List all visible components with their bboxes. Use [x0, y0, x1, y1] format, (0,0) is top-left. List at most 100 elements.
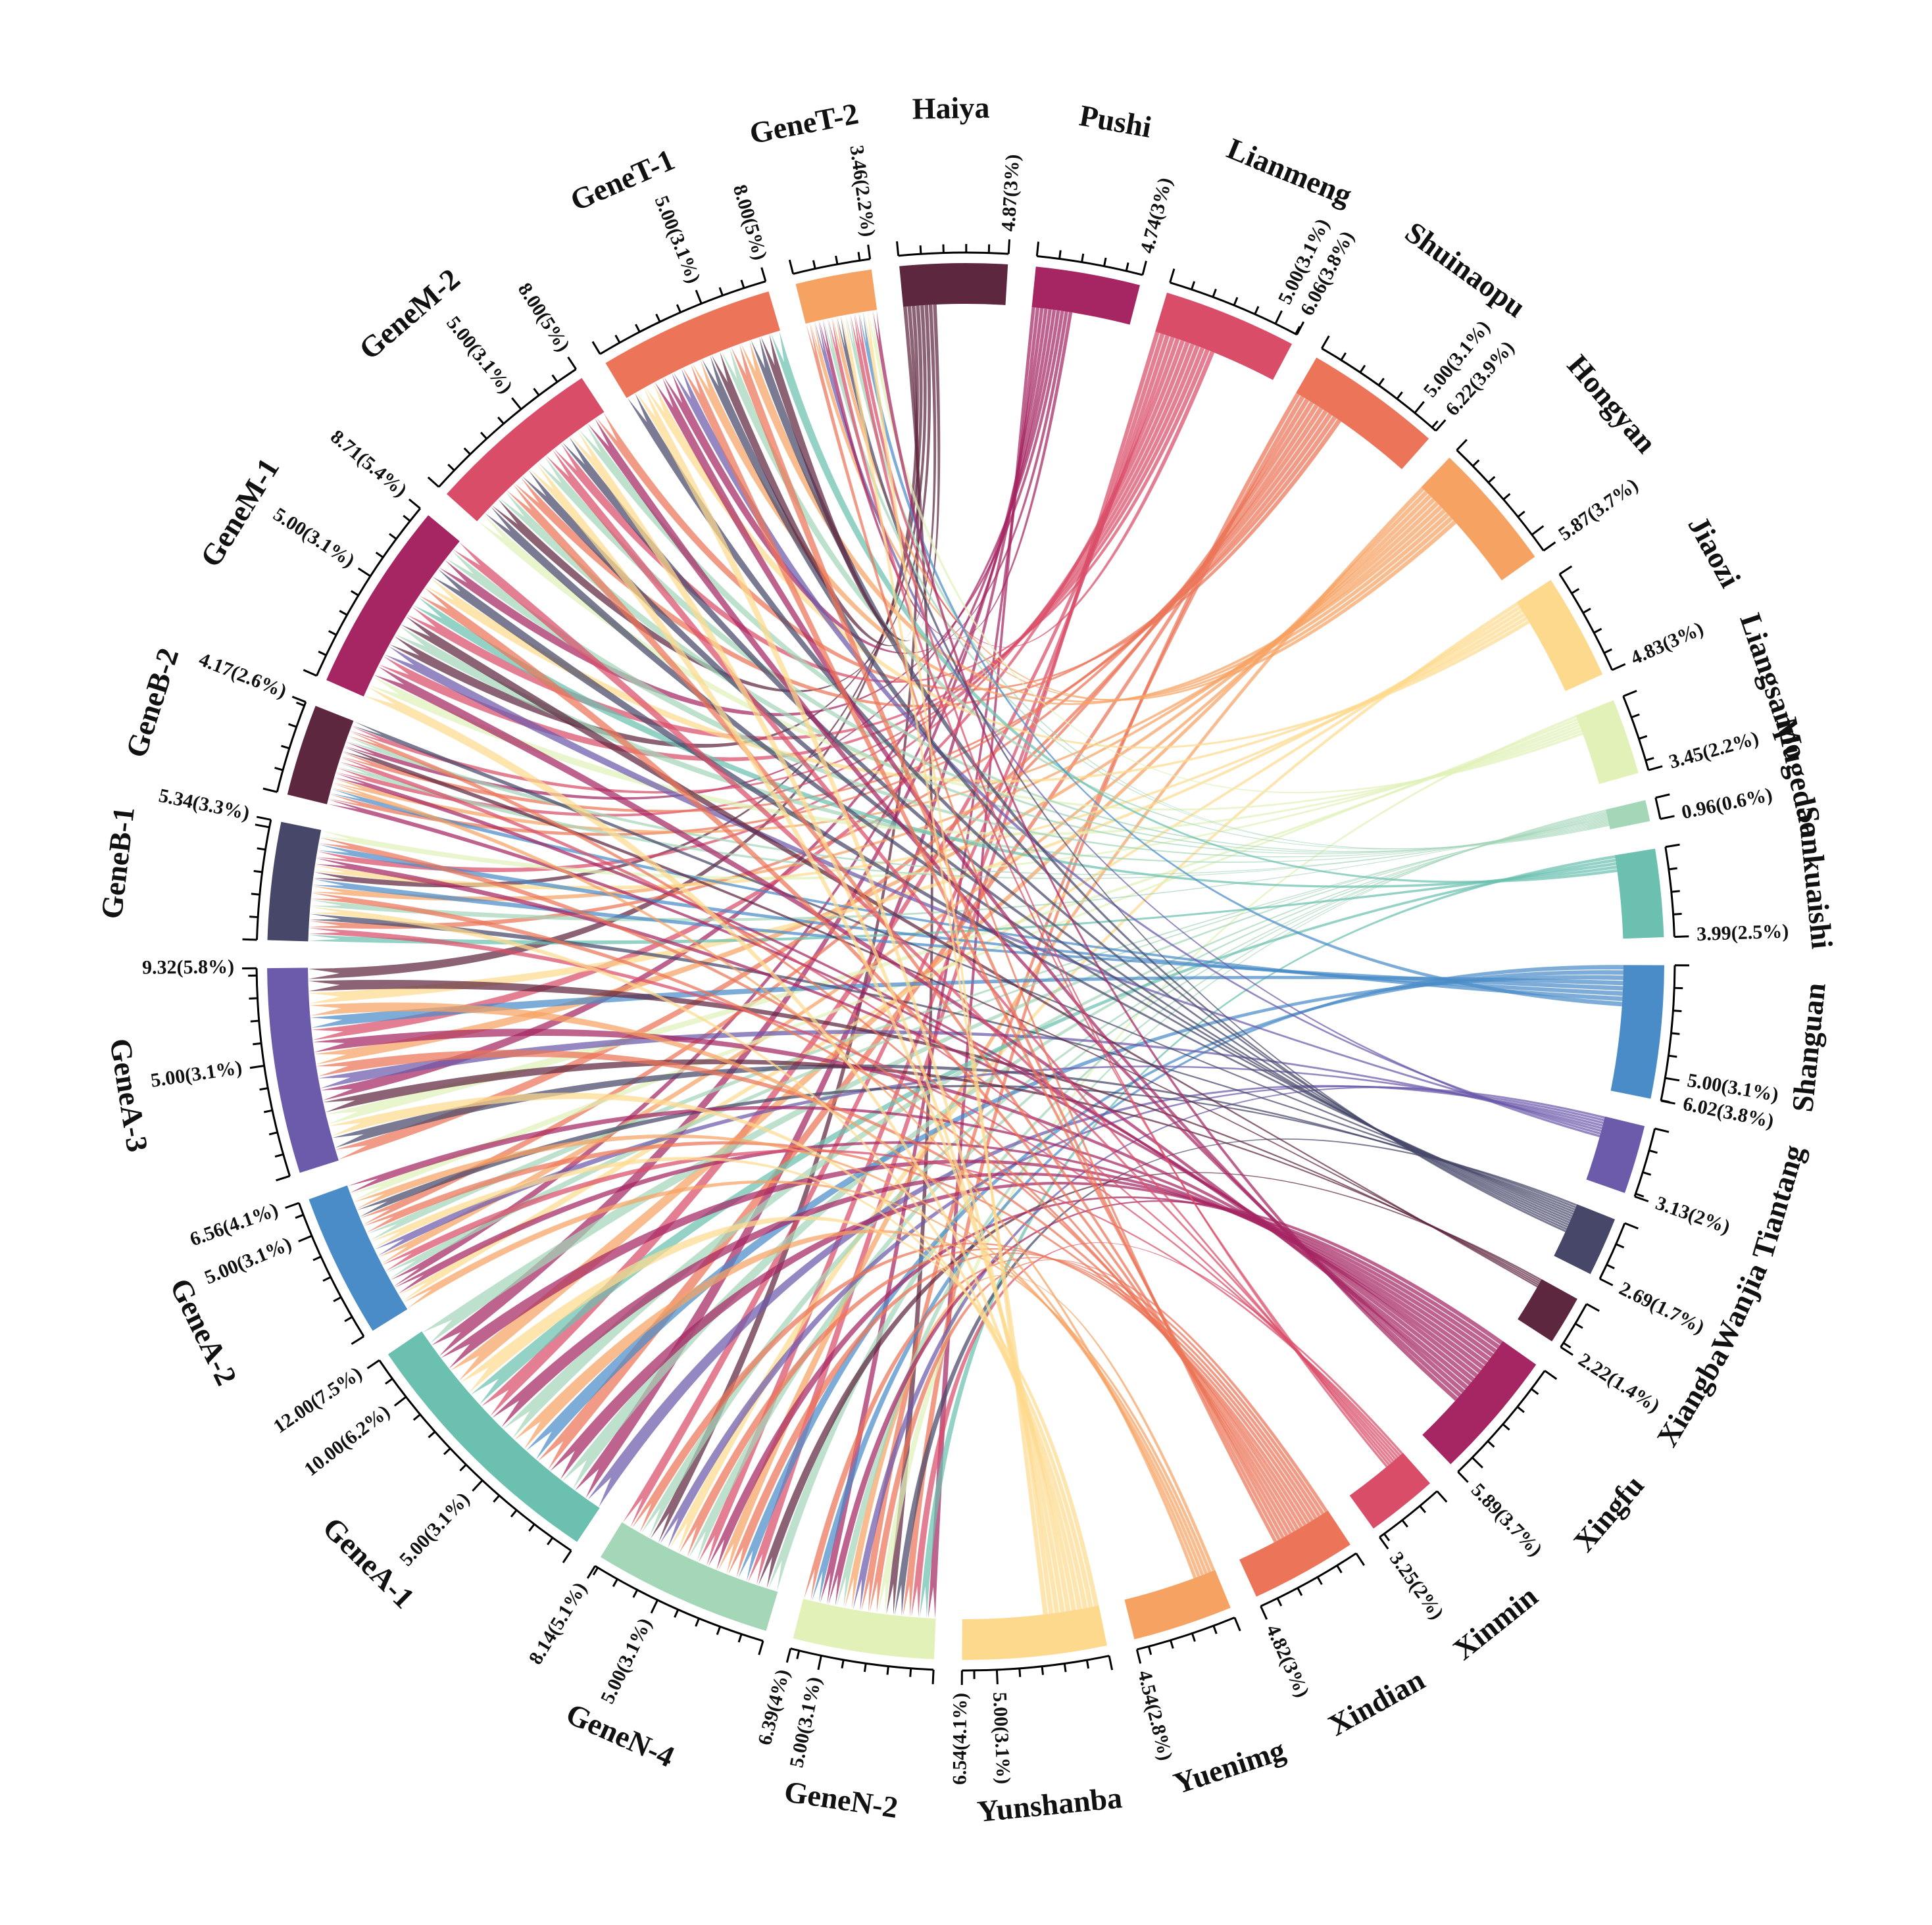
tick-mark — [760, 267, 767, 282]
tick-label-geneb-1: 5.34(3.3%) — [157, 785, 252, 824]
tick-mark — [635, 324, 641, 333]
tick-mark — [886, 1666, 889, 1675]
segment-label-jiaozi: Jiaozi — [1682, 510, 1748, 593]
tick-mark — [567, 356, 577, 370]
chord-ring — [242, 239, 1689, 1685]
tick-mark — [1645, 757, 1654, 762]
ring-segment-pushi — [1031, 266, 1140, 325]
tick-mark — [1673, 913, 1682, 915]
tick-mark — [385, 1378, 393, 1385]
tick-mark — [1634, 1195, 1649, 1203]
tick-mark — [796, 1650, 801, 1659]
tick-mark — [1085, 1659, 1090, 1669]
tick-label-genea-3: 5.00(3.1%) — [149, 1057, 243, 1092]
ribbon-genem-1-mugedao — [445, 550, 1608, 858]
tick-label-genen-4: 5.00(3.1%) — [597, 1615, 656, 1707]
tick-mark — [1191, 281, 1196, 290]
tick-mark — [1135, 1649, 1142, 1664]
ring-segment-genea-3 — [267, 967, 339, 1173]
tick-mark — [427, 476, 440, 488]
ring-segment-genen-4 — [601, 1522, 778, 1631]
tick-label-genem-1: 8.71(5.4%) — [326, 426, 411, 501]
tick-mark — [1586, 1303, 1600, 1312]
tick-mark — [896, 241, 900, 256]
tick-mark — [459, 1463, 467, 1472]
ring-segment-genet-1 — [605, 291, 780, 399]
segment-label-shanguan: Shanguan — [1785, 981, 1832, 1113]
tick-mark — [1516, 1405, 1525, 1413]
tick-mark — [296, 701, 305, 707]
tick-mark — [1543, 541, 1556, 552]
segment-label-genea-3: GeneA-3 — [103, 1036, 155, 1154]
tick-mark — [1233, 297, 1239, 306]
tick-mark — [328, 630, 337, 636]
tick-label-genen-4: 8.14(5.1%) — [524, 1578, 591, 1669]
tick-label-genen-2: 5.00(3.1%) — [785, 1675, 826, 1770]
tick-mark — [259, 1087, 268, 1091]
tick-mark — [253, 1042, 262, 1046]
ring-segment-tiantang — [1586, 1116, 1645, 1194]
ring-segment-genen-2 — [793, 1599, 936, 1659]
ribbon-genet-2-mugedao — [845, 314, 1610, 850]
tick-label-genem-2: 8.00(5%) — [514, 279, 574, 355]
tick-mark — [274, 1153, 284, 1158]
tick-mark — [1648, 1149, 1658, 1154]
tick-mark — [1671, 1032, 1680, 1035]
tick-mark — [674, 1609, 680, 1618]
ring-segment-xindian — [1239, 1510, 1350, 1597]
tick-mark — [1063, 1663, 1067, 1672]
tick-mark — [551, 374, 558, 383]
tick-mark — [443, 1448, 451, 1455]
tick-mark — [528, 1523, 535, 1532]
ribbon-genet-1-xindian — [682, 364, 1285, 1539]
tick-mark — [256, 816, 272, 821]
tick-mark — [785, 1648, 792, 1663]
tick-mark — [1487, 475, 1496, 483]
ring-segment-haiya — [899, 263, 1008, 307]
scale-line-genea-1 — [378, 1359, 572, 1551]
scale-line-genen-2 — [790, 1647, 934, 1671]
scale-line-genem-2 — [437, 368, 577, 488]
tick-mark — [1081, 253, 1085, 262]
scale-line-shanguan — [1660, 965, 1676, 1102]
tick-mark — [718, 287, 724, 296]
tick-mark — [249, 997, 258, 1000]
tick-mark — [1531, 525, 1545, 536]
scale-line-xingfu — [1457, 1370, 1546, 1473]
tick-label-geneb-2: 4.17(2.6%) — [196, 648, 289, 702]
tick-mark — [1007, 239, 1011, 255]
tick-mark — [1562, 1342, 1572, 1349]
tick-mark — [1638, 735, 1648, 740]
tick-mark — [298, 1234, 312, 1243]
tick-mark — [511, 397, 522, 410]
tick-mark — [867, 244, 872, 260]
tick-mark — [1502, 1423, 1510, 1431]
scale-line-liangsanpo — [1622, 696, 1650, 771]
tick-mark — [1648, 765, 1663, 771]
scale-line-jiaozi — [1558, 573, 1614, 671]
tick-mark — [351, 1335, 364, 1345]
tick-mark — [276, 1175, 290, 1182]
scale-line-genea-3 — [255, 968, 291, 1177]
segment-label-xinmin: Xinmin — [1447, 1579, 1544, 1666]
ribbon-genet-2-hongyan — [810, 321, 1453, 700]
tick-label-genen-2: 6.39(4%) — [754, 1667, 794, 1747]
tick-mark — [262, 787, 278, 793]
ring-segment-xinmin — [1349, 1453, 1430, 1529]
tick-mark — [1603, 648, 1612, 654]
tick-mark — [428, 1430, 436, 1438]
tick-mark — [1419, 1505, 1427, 1513]
segment-label-yunshanba: Yunshanba — [976, 1780, 1124, 1828]
tick-mark — [740, 280, 745, 289]
tick-mark — [676, 304, 681, 313]
tick-mark — [1336, 1565, 1343, 1574]
tick-mark — [322, 1276, 332, 1282]
tick-mark — [1108, 1655, 1114, 1670]
tick-mark — [1593, 627, 1602, 634]
tick-mark — [841, 1659, 845, 1669]
tick-mark — [1660, 815, 1675, 820]
scale-line-haiya — [898, 251, 1009, 257]
tick-mark — [1487, 1440, 1495, 1448]
tick-mark — [303, 669, 318, 677]
tick-mark — [1141, 260, 1147, 276]
